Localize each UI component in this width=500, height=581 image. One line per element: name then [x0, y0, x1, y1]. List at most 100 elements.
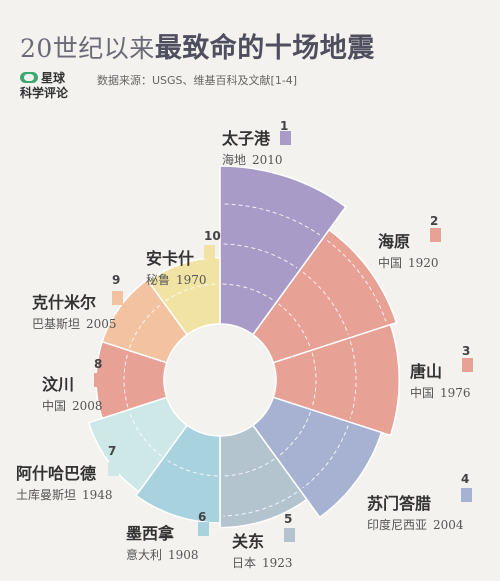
quake-meta: 中国 2008	[42, 397, 103, 414]
bar-5	[219, 424, 308, 529]
rank-number: 6	[198, 510, 207, 524]
planet-logo-icon	[20, 72, 38, 83]
quake-place: 秘鲁	[146, 273, 171, 287]
color-swatch	[462, 358, 473, 372]
quake-name: 太子港	[222, 129, 271, 148]
quake-place: 中国	[42, 399, 67, 413]
gridline	[278, 411, 311, 457]
data-source: 数据来源：USGS、维基百科及文献[1-4]	[97, 74, 298, 87]
quake-year: 1948	[82, 488, 113, 502]
gridline	[222, 458, 275, 477]
quake-meta: 日本 1923	[232, 554, 293, 571]
rank-number: 9	[112, 273, 121, 287]
gridline	[222, 283, 275, 302]
color-swatch	[284, 528, 295, 542]
rank-number: 10	[204, 229, 221, 243]
quake-year: 1976	[440, 386, 471, 400]
rank-number: 2	[430, 214, 439, 228]
gridline	[129, 411, 162, 457]
quake-year: 1970	[176, 273, 207, 287]
quake-meta: 巴基斯坦 2005	[32, 315, 117, 332]
color-swatch	[204, 245, 215, 259]
gridline	[224, 203, 320, 236]
color-swatch	[461, 488, 472, 502]
label-3: 唐山中国 1976 3	[410, 344, 473, 401]
label-9: 克什米尔 巴基斯坦 2005 9	[32, 273, 123, 332]
brand-line2: 科学评论	[20, 86, 69, 100]
quake-place: 意大利	[126, 548, 163, 562]
brand-line1: 星球	[41, 71, 66, 85]
quake-meta: 中国 1976	[410, 384, 471, 401]
quake-year: 1923	[262, 556, 293, 570]
quake-place: 中国	[410, 386, 435, 400]
quake-meta: 海地 2010	[222, 151, 283, 168]
quake-year: 2004	[433, 518, 464, 532]
color-swatch	[112, 291, 123, 305]
quake-place: 土库曼斯坦	[16, 488, 77, 502]
label-1: 太子港海地 2010 1	[222, 119, 291, 168]
color-swatch	[108, 462, 119, 476]
label-7: 阿什哈巴德土库曼斯坦 1948 7	[16, 444, 119, 503]
label-10: 安卡什秘鲁 1970 10	[146, 229, 221, 288]
gridline	[165, 458, 218, 477]
title-highlight: 最致命的十场地震	[154, 33, 375, 64]
quake-name: 苏门答腊	[367, 494, 432, 513]
color-swatch	[198, 522, 209, 536]
chart-title: 20世纪以来最致命的十场地震	[20, 26, 375, 65]
quake-place: 日本	[232, 556, 257, 570]
rank-number: 8	[94, 357, 103, 371]
gridline	[123, 352, 129, 408]
quake-year: 2010	[252, 153, 283, 167]
quake-year: 1920	[408, 256, 439, 270]
bar-1	[219, 165, 347, 336]
quake-meta: 意大利 1908	[126, 546, 199, 563]
label-2: 海原中国 1920 2	[378, 214, 441, 271]
brand-logo: 星球 科学评论	[20, 71, 68, 101]
quake-name: 海原	[378, 232, 411, 251]
quake-meta: 土库曼斯坦 1948	[16, 486, 113, 503]
gridline	[302, 425, 349, 489]
label-6: 墨西拿意大利 1908 6	[126, 510, 209, 563]
label-8: 汶川中国 2008 8	[42, 357, 105, 414]
quake-name: 阿什哈巴德	[16, 464, 97, 483]
quake-name: 墨西拿	[126, 524, 175, 543]
quake-name: 唐山	[410, 362, 443, 381]
quake-year: 2008	[72, 399, 103, 413]
quake-year: 2005	[86, 317, 117, 331]
label-4: 苏门答腊印度尼西亚 2004 4	[367, 472, 472, 533]
quake-name: 关东	[232, 532, 265, 551]
gridline	[278, 303, 311, 349]
bar-2	[251, 228, 398, 364]
gridline	[311, 352, 317, 408]
rank-number: 5	[284, 512, 293, 526]
color-swatch	[94, 373, 105, 387]
title-prefix: 20世纪以来	[20, 34, 155, 63]
rank-number: 3	[462, 344, 471, 358]
quake-name: 安卡什	[146, 249, 195, 268]
bar-7	[87, 396, 189, 493]
gridline	[302, 271, 349, 335]
quake-place: 印度尼西亚	[367, 518, 428, 532]
bar-10	[147, 256, 221, 336]
gridline	[129, 303, 162, 349]
label-5: 关东日本 1923 5	[232, 512, 295, 571]
rank-number: 7	[108, 444, 117, 458]
quake-meta: 秘鲁 1970	[146, 271, 207, 288]
quake-place: 海地	[222, 153, 247, 167]
bar-6	[134, 424, 221, 524]
quake-meta: 中国 1920	[378, 254, 439, 271]
color-swatch	[430, 228, 441, 242]
quake-meta: 印度尼西亚 2004	[367, 516, 464, 533]
quake-name: 汶川	[42, 375, 75, 394]
gridline	[349, 341, 357, 419]
color-swatch	[280, 131, 291, 145]
rank-number: 4	[461, 472, 470, 486]
rank-number: 1	[280, 119, 289, 133]
gridline	[223, 491, 298, 517]
bar-4	[251, 396, 383, 519]
quake-place: 巴基斯坦	[32, 317, 81, 331]
quake-year: 1908	[168, 548, 199, 562]
bar-3	[272, 323, 400, 437]
gridline	[326, 239, 387, 322]
